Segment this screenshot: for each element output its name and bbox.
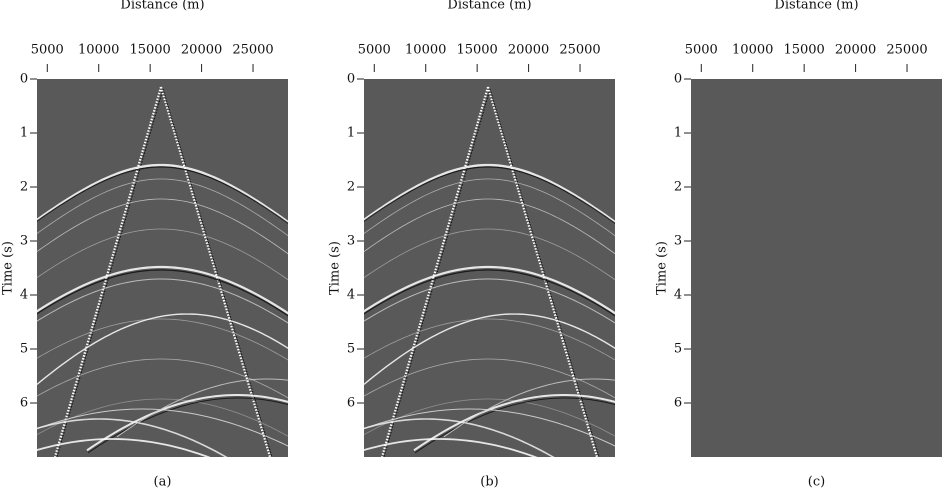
direct-wave (380, 86, 490, 457)
y-tick-label: 5 (674, 342, 682, 357)
x-tick-label: 25000 (886, 43, 927, 58)
x-tick-label: 5000 (31, 43, 64, 58)
y-tick-label: 1 (347, 126, 355, 141)
reflection (37, 228, 288, 281)
x-axis-label: Distance (m) (120, 0, 204, 13)
reflection (37, 166, 288, 224)
caption: (b) (480, 475, 498, 490)
wavefield (37, 86, 288, 457)
x-tick-label: 15000 (129, 43, 170, 58)
x-tick-label: 20000 (835, 43, 876, 58)
y-tick-label: 5 (20, 342, 28, 357)
image-frame (691, 79, 942, 457)
panel: 5000 10000 15000 20000 25000 0 1 2 3 4 5 6 Distance … (328, 0, 615, 490)
reflection (37, 198, 288, 255)
reflection (37, 163, 288, 224)
y-tick-label: 3 (674, 234, 682, 249)
reflection (86, 394, 288, 452)
y-tick-label: 6 (20, 396, 28, 411)
y-tick-label: 1 (674, 126, 682, 141)
y-tick-label: 0 (347, 72, 355, 87)
reflection (37, 265, 288, 315)
reflection (364, 438, 538, 457)
wavefield (364, 86, 615, 457)
reflection (37, 358, 288, 399)
caption: (a) (154, 475, 172, 490)
y-tick-label: 1 (20, 126, 28, 141)
y-tick-label: 0 (20, 72, 28, 87)
reflection (37, 438, 211, 457)
y-tick-label: 6 (674, 396, 682, 411)
reflection (364, 278, 615, 324)
y-tick-label: 2 (20, 180, 28, 195)
y-axis-label: Time (s) (1, 241, 16, 295)
panel: 5000 10000 15000 20000 25000 0 1 2 3 4 5 6 Distance … (1, 0, 288, 490)
reflection (364, 163, 615, 224)
x-tick-label: 25000 (559, 43, 600, 58)
y-axis-label: Time (s) (328, 241, 343, 295)
x-tick-label: 5000 (358, 43, 391, 58)
x-tick-label: 10000 (732, 43, 773, 58)
x-tick-label: 10000 (405, 43, 446, 58)
y-axis-label: Time (s) (655, 241, 670, 295)
reflection (364, 228, 615, 281)
y-tick-label: 6 (347, 396, 355, 411)
reflection (364, 265, 615, 315)
y-tick-label: 4 (20, 288, 28, 303)
y-tick-label: 0 (674, 72, 682, 87)
y-tick-label: 5 (347, 342, 355, 357)
reflection (364, 313, 615, 385)
reflection (37, 269, 288, 317)
direct-wave (53, 86, 163, 457)
reflection (37, 278, 288, 324)
x-tick-label: 10000 (78, 43, 119, 58)
y-tick-label: 4 (674, 288, 682, 303)
y-tick-label: 3 (347, 234, 355, 249)
x-axis-label: Distance (m) (447, 0, 531, 13)
caption: (c) (808, 475, 825, 490)
x-axis-label: Distance (m) (774, 0, 858, 13)
x-tick-label: 20000 (181, 43, 222, 58)
reflection (37, 318, 288, 361)
direct-wave-dark (489, 88, 600, 457)
y-tick-label: 3 (20, 234, 28, 249)
x-tick-label: 15000 (783, 43, 824, 58)
y-tick-label: 2 (347, 180, 355, 195)
reflection (37, 313, 288, 385)
reflection (364, 418, 555, 457)
reflection (443, 378, 615, 438)
reflection (364, 269, 615, 317)
y-tick-label: 4 (347, 288, 355, 303)
reflection (37, 178, 288, 237)
reflection (116, 378, 288, 438)
direct-wave-dark (162, 88, 273, 457)
y-tick-label: 2 (674, 180, 682, 195)
direct-wave-dark (383, 88, 491, 457)
reflection (37, 418, 228, 457)
direct-wave-dark (56, 88, 164, 457)
reflection (364, 318, 615, 361)
x-tick-label: 5000 (685, 43, 718, 58)
reflection (364, 166, 615, 224)
x-tick-label: 25000 (232, 43, 273, 58)
reflection (364, 358, 615, 399)
panel: 5000 10000 15000 20000 25000 0 1 2 3 4 5 6 Distance … (655, 0, 942, 490)
x-tick-label: 20000 (508, 43, 549, 58)
reflection (364, 178, 615, 237)
reflection (364, 198, 615, 255)
x-tick-label: 15000 (456, 43, 497, 58)
reflection (413, 394, 615, 452)
